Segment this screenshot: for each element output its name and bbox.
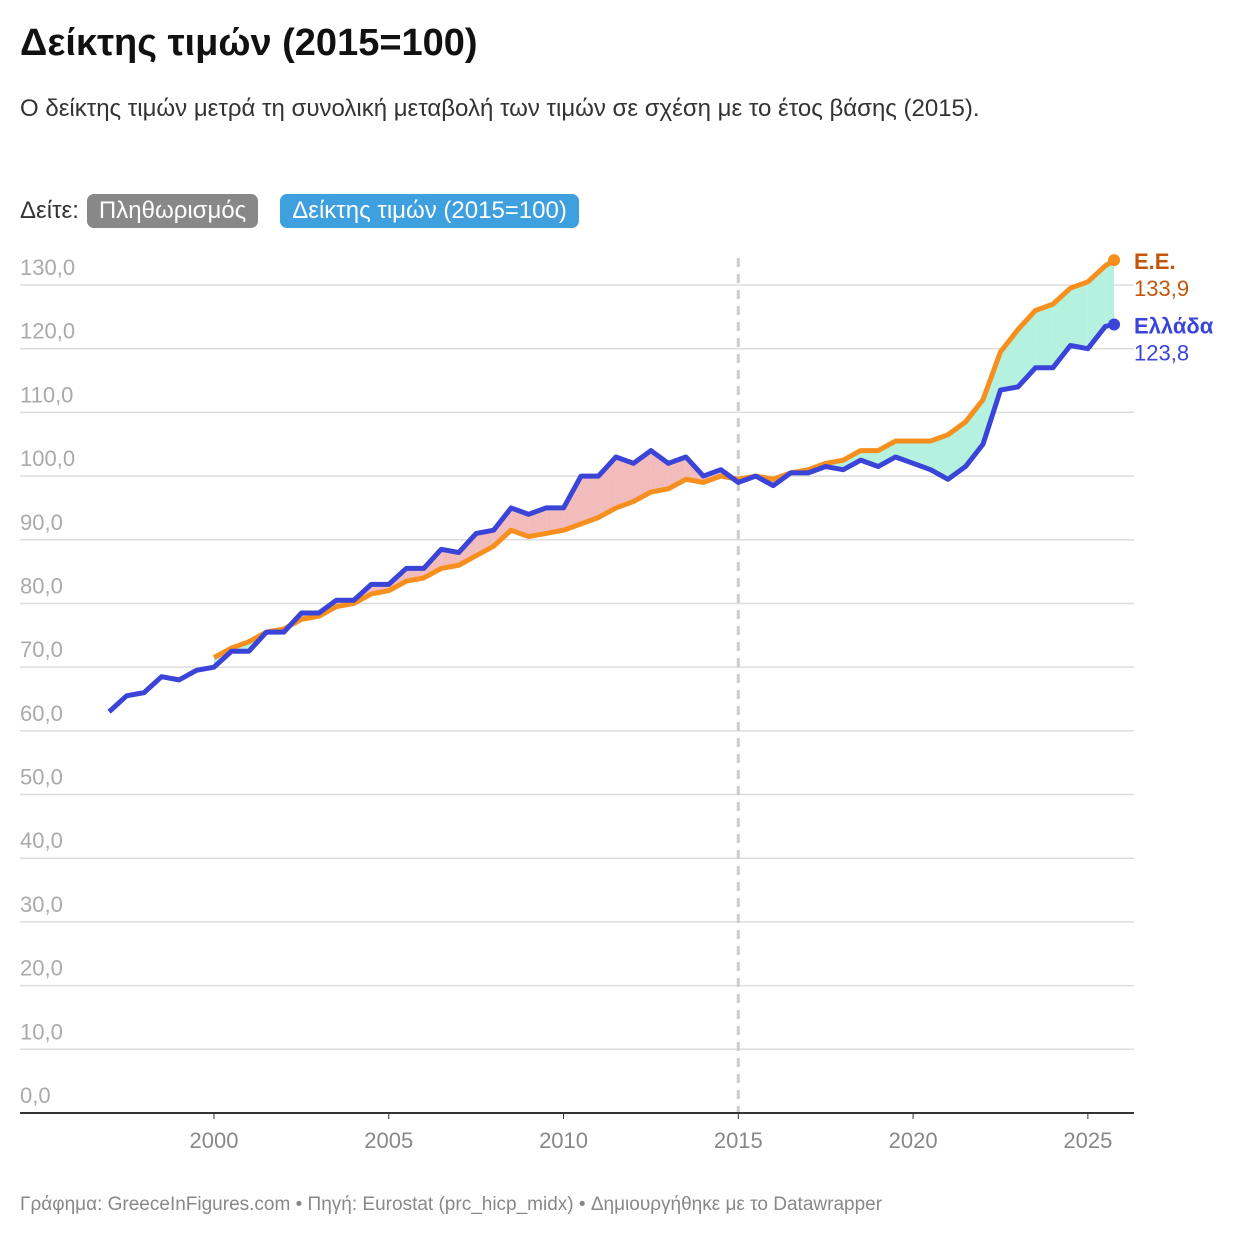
series-label: Ελλάδα [1134,313,1214,338]
y-tick-label: 100,0 [20,446,75,471]
view-switch: Δείτε: Πληθωρισμός Δείκτης τιμών (2015=1… [20,194,593,228]
series-line [107,322,1115,714]
difference-fill [878,441,896,467]
difference-fill [476,530,494,556]
x-tick-label: 2025 [1063,1128,1112,1153]
y-tick-label: 0,0 [20,1083,51,1108]
difference-fill [1105,260,1115,327]
y-tick-label: 130,0 [20,255,75,280]
y-tick-label: 120,0 [20,319,75,344]
difference-fill [1000,329,1018,391]
x-tick-label: 2000 [190,1128,239,1153]
difference-fill [982,351,1001,445]
x-tick-label: 2015 [714,1128,763,1153]
chart-title: Δείκτης τιμών (2015=100) [20,22,478,64]
value-label: 123,8 [1134,340,1189,365]
y-tick-label: 10,0 [20,1019,63,1044]
x-tick-label: 2020 [889,1128,938,1153]
difference-fill [948,421,966,480]
difference-fill [1017,310,1036,387]
value-label: 133,9 [1134,276,1189,301]
difference-fill [615,456,634,508]
x-tick-label: 2005 [364,1128,413,1153]
chart-subtitle: Ο δείκτης τιμών μετρά τη συνολική μεταβο… [20,95,980,122]
y-tick-label: 70,0 [20,637,63,662]
difference-fill [581,476,599,524]
y-tick-label: 110,0 [20,382,73,407]
footer: Γράφημα: GreeceInFigures.com • Πηγή: Eur… [20,1194,883,1215]
y-tick-label: 90,0 [20,510,63,535]
y-tick-label: 40,0 [20,828,63,853]
difference-fill [930,434,949,480]
end-point [1108,318,1121,331]
y-tick-label: 80,0 [20,573,63,598]
difference-fill [1035,304,1053,368]
y-tick-label: 60,0 [20,701,63,726]
y-tick-label: 30,0 [20,892,63,917]
switch-button[interactable]: Δείκτης τιμών (2015=100) [280,194,579,228]
x-tick-label: 2010 [539,1128,588,1153]
switch-label: Δείτε: [20,197,79,224]
end-point [1108,254,1121,267]
switch-button[interactable]: Πληθωρισμός [86,194,259,228]
series-line [212,258,1116,660]
difference-fill [1070,281,1088,349]
y-tick-label: 20,0 [20,956,63,981]
series-label: Ε.Ε. [1134,249,1176,274]
difference-fill [546,507,564,534]
difference-fill [563,476,582,531]
y-tick-label: 50,0 [20,765,63,790]
difference-fill [633,450,651,502]
